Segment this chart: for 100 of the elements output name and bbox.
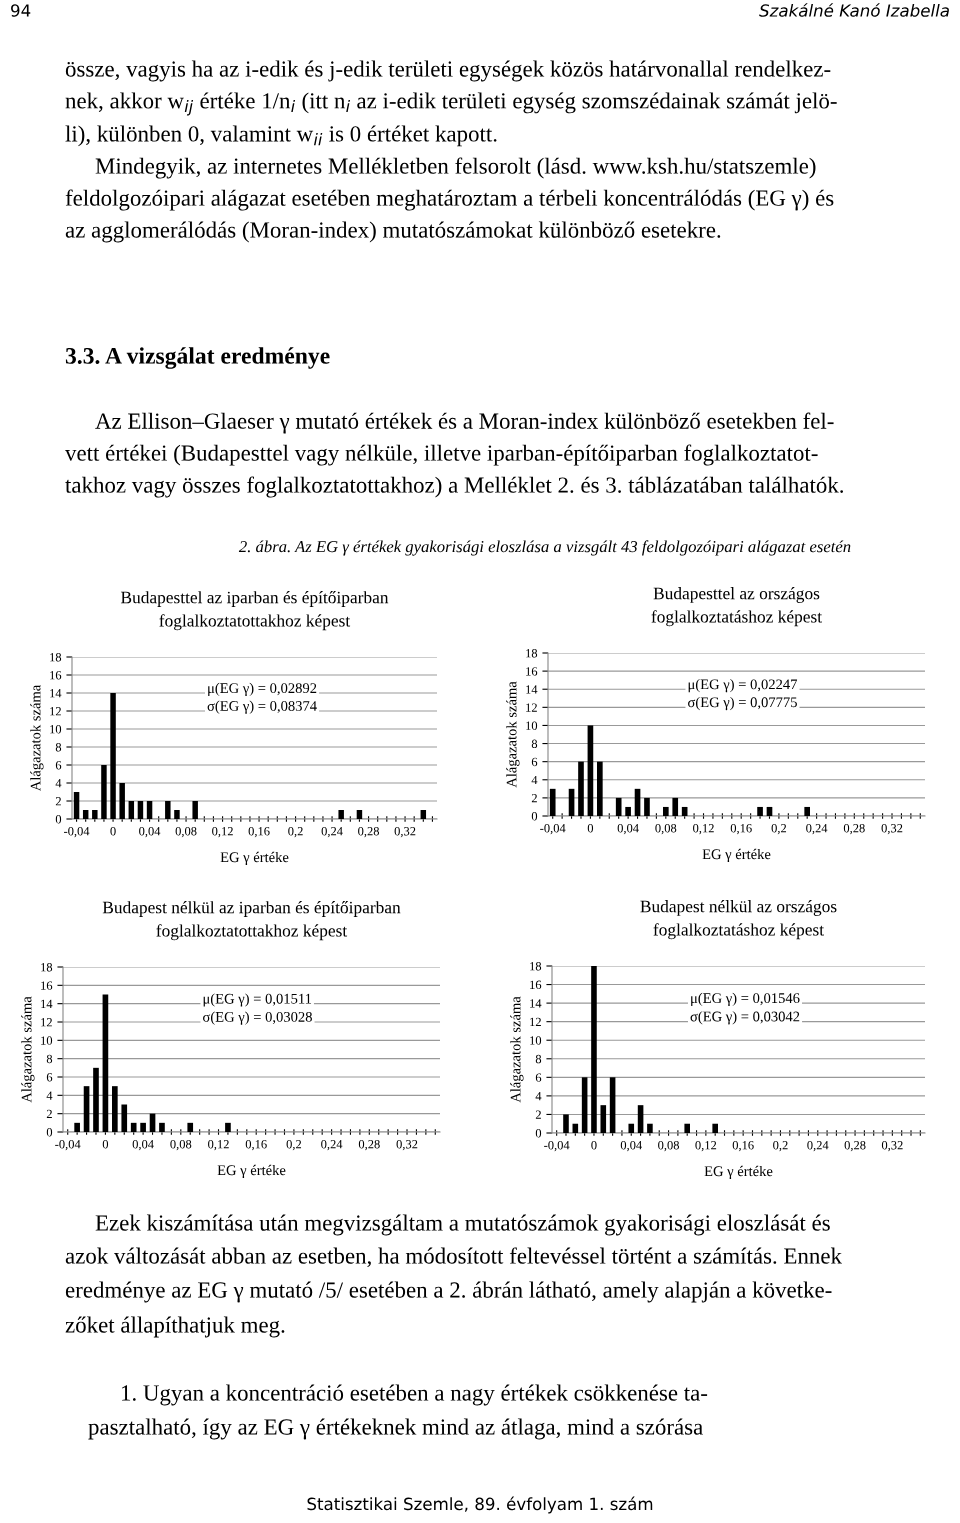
bar [165, 801, 171, 819]
bar [140, 1122, 146, 1132]
x-tick-label: 0,32 [881, 1141, 903, 1152]
bar [672, 797, 679, 816]
x-tick-label: 0,32 [394, 827, 416, 838]
y-tick-label: 10 [526, 721, 538, 730]
chart-title: Budapesttel az országos foglalkoztatáshoz képest [651, 587, 822, 627]
y-axis-title: Alágazatok száma [30, 684, 44, 792]
bar [128, 801, 135, 819]
bar [174, 810, 180, 819]
bar [74, 1122, 80, 1132]
y-axis-title: Alágazatok száma [506, 681, 520, 788]
y-tick-label: 2 [55, 797, 61, 806]
y-tick-label: 4 [531, 775, 538, 785]
text: Ezek kiszámítása után megvizsgáltam a mutatószámok gyakorisági eloszlását és [95, 1214, 830, 1236]
y-tick-label: 0 [46, 1128, 53, 1137]
x-tick-label: 0,2 [288, 827, 303, 838]
bar [93, 1067, 99, 1132]
y-tick-label: 10 [530, 1036, 542, 1045]
bar [757, 806, 763, 816]
y-tick-label: 18 [526, 649, 538, 658]
y-tick-label: 8 [535, 1054, 542, 1064]
bar [644, 797, 650, 816]
bar [121, 1104, 128, 1132]
x-tick-label: 0,12 [693, 824, 714, 835]
bar [578, 761, 584, 816]
x-tick-label: 0,24 [321, 827, 343, 838]
bar [112, 1086, 118, 1132]
y-tick-label: 2 [531, 793, 537, 803]
x-tick-label: -0,04 [540, 824, 566, 835]
x-tick-label: 0,24 [806, 824, 828, 835]
annotation: μ(EG γ) = 0,01511 [203, 993, 312, 1007]
y-tick-label: 12 [530, 1017, 541, 1026]
bar [73, 792, 80, 819]
bar [684, 1123, 691, 1133]
y-tick-label: 14 [41, 999, 53, 1008]
text: azok változását abban az esetben, ha módosított feltevéssel történt a számítás. Ennek [65, 1247, 842, 1268]
bar [628, 1123, 635, 1133]
text: az agglomerálódás (Moran-index) mutatószámokat különböző esetekre. [65, 221, 721, 243]
bar [662, 806, 669, 816]
x-tick-label: 0 [587, 824, 594, 833]
x-tick-label: 0,16 [248, 827, 270, 838]
annotation: μ(EG γ) = 0,02247 [688, 678, 798, 693]
y-tick-label: 18 [530, 962, 542, 971]
y-tick-label: 14 [50, 689, 62, 698]
text: Statisztikai Szemle, 89. évfolyam 1. szám [307, 1496, 653, 1514]
x-tick-label: 0,28 [358, 1140, 380, 1151]
y-tick-label: 18 [50, 653, 62, 662]
x-tick-label: 0 [110, 827, 116, 836]
text: 3.3. A vizsgálat eredménye [65, 347, 330, 369]
x-tick-label: 0,28 [843, 824, 865, 835]
y-tick-label: 0 [531, 812, 538, 821]
bar [82, 810, 89, 819]
y-tick-label: 2 [46, 1109, 52, 1118]
x-tick-label: 0,08 [175, 827, 197, 838]
text: eredménye az EG γ mutató /5/ esetében a 2. ábrán látható, amely alapján a követke- [65, 1281, 832, 1303]
y-tick-label: 8 [55, 743, 62, 752]
text: 1. Ugyan a koncentráció esetében a nagy értékek csökkenése ta- [122, 1384, 708, 1406]
text: feldolgozóipari alágazat esetében meghatároztam a térbeli koncentrálódás (EG γ) és [65, 189, 834, 211]
x-axis-title: EG γ értéke [217, 1164, 286, 1179]
y-tick-label: 16 [50, 671, 62, 680]
y-tick-label: 6 [531, 757, 538, 767]
x-tick-label: 0,32 [396, 1140, 418, 1151]
text: nek, akkor w$_{ij}$ értéke 1/n$_{i}$ (itt n$_{i}$ az i-edik területi egység szomszédainak számát jelö- [65, 92, 837, 116]
x-tick-label: 0,08 [170, 1140, 192, 1151]
bar [591, 966, 597, 1133]
text: 2. ábra. Az EG γ értékek gyakorisági eloszlása a vizsgált 43 feldolgozóipari alágazat esetén [238, 540, 851, 556]
annotation: σ(EG γ) = 0,07775 [688, 696, 797, 711]
x-tick-label: -0,04 [544, 1141, 570, 1152]
x-axis-title: EG γ értéke [220, 851, 289, 866]
bar [712, 1123, 718, 1133]
x-tick-label: 0,04 [620, 1141, 642, 1152]
bar [187, 1122, 194, 1132]
bar [146, 801, 153, 819]
bar [130, 1122, 137, 1132]
y-tick-label: 4 [535, 1092, 542, 1101]
text: li), különben 0, valamint w$_{ii}$ is 0 értéket kapott. [65, 125, 497, 147]
y-tick-label: 14 [526, 685, 538, 694]
y-tick-label: 16 [41, 981, 53, 990]
annotation: σ(EG γ) = 0,08374 [207, 700, 317, 714]
x-tick-label: 0,04 [617, 824, 639, 835]
y-tick-label: 14 [530, 999, 542, 1008]
bar [804, 806, 811, 816]
bar [119, 783, 125, 819]
x-tick-label: 0,04 [139, 827, 161, 838]
bar [338, 810, 344, 819]
x-tick-label: 0,16 [730, 824, 752, 835]
bar [92, 810, 98, 819]
x-tick-label: 0,24 [807, 1141, 829, 1152]
text: zőket állapíthatjuk meg. [65, 1316, 285, 1338]
bar [563, 1114, 569, 1133]
y-tick-label: 12 [50, 707, 61, 716]
bar [609, 1077, 616, 1133]
y-tick-label: 18 [41, 963, 53, 972]
chart-title: Budapest nélkül az országos foglalkoztatáshoz képest [640, 900, 837, 940]
annotation: σ(EG γ) = 0,03028 [203, 1011, 312, 1025]
y-tick-label: 10 [41, 1036, 53, 1045]
bar [420, 810, 427, 819]
text: takhoz vagy összes foglalkoztatottakhoz) a Melléklet 2. és 3. táblázatában találhatók. [65, 476, 843, 498]
x-tick-label: 0,16 [245, 1140, 267, 1151]
